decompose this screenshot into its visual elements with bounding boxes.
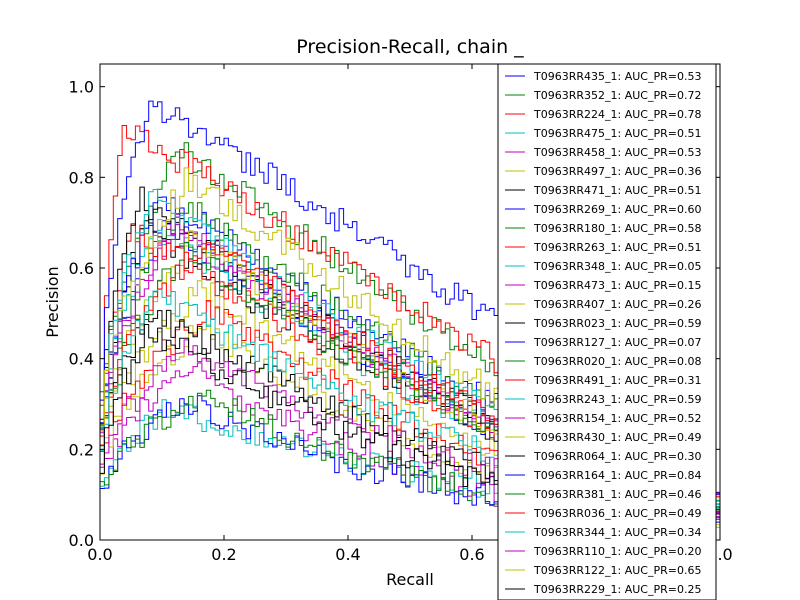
legend-entry: T0963RR471_1: AUC_PR=0.51 — [533, 184, 701, 197]
legend-entry: T0963RR435_1: AUC_PR=0.53 — [533, 70, 701, 83]
legend-entry: T0963RR491_1: AUC_PR=0.31 — [533, 374, 701, 387]
legend: T0963RR435_1: AUC_PR=0.53 T0963RR352_1: A… — [497, 63, 717, 600]
y-axis-label: Precision — [43, 266, 62, 337]
legend-entry: T0963RR154_1: AUC_PR=0.52 — [533, 412, 701, 425]
legend-entry: T0963RR352_1: AUC_PR=0.72 — [533, 89, 701, 102]
x-tick-label: 0.6 — [459, 545, 484, 564]
legend-entry: T0963RR127_1: AUC_PR=0.07 — [533, 336, 701, 349]
x-tick-label: 0.4 — [335, 545, 360, 564]
plot-frame — [99, 63, 721, 541]
x-tick-label: 0.0 — [87, 545, 112, 564]
legend-entry: T0963RR497_1: AUC_PR=0.36 — [533, 165, 701, 178]
legend-entry: T0963RR020_1: AUC_PR=0.08 — [533, 355, 701, 368]
legend-entry: T0963RR243_1: AUC_PR=0.59 — [533, 393, 701, 406]
y-tick-label: 0.4 — [69, 350, 94, 369]
legend-entry: T0963RR348_1: AUC_PR=0.05 — [533, 260, 701, 273]
legend-entry: T0963RR122_1: AUC_PR=0.65 — [533, 564, 701, 577]
y-tick-label: 1.0 — [69, 78, 94, 97]
legend-entry: T0963RR229_1: AUC_PR=0.25 — [533, 583, 701, 596]
legend-entry: T0963RR458_1: AUC_PR=0.53 — [533, 146, 701, 159]
x-axis-label: Recall — [386, 570, 434, 589]
legend-entry: T0963RR023_1: AUC_PR=0.59 — [533, 317, 701, 330]
chart-title: Precision-Recall, chain _ — [296, 36, 524, 58]
legend-box — [497, 63, 717, 600]
y-tick-label: 0.2 — [69, 440, 94, 459]
legend-entry: T0963RR224_1: AUC_PR=0.78 — [533, 108, 701, 121]
y-tick-label: 0.6 — [69, 259, 94, 278]
x-tick-label: 0.2 — [211, 545, 236, 564]
y-tick-label: 0.8 — [69, 168, 94, 187]
legend-entry: T0963RR263_1: AUC_PR=0.51 — [533, 241, 701, 254]
legend-entry: T0963RR475_1: AUC_PR=0.51 — [533, 127, 701, 140]
legend-entry: T0963RR344_1: AUC_PR=0.34 — [533, 526, 701, 539]
legend-entry: T0963RR407_1: AUC_PR=0.26 — [533, 298, 701, 311]
legend-entry: T0963RR064_1: AUC_PR=0.30 — [533, 450, 701, 463]
legend-entry: T0963RR110_1: AUC_PR=0.20 — [533, 545, 701, 558]
y-tick-label: 0.0 — [69, 531, 94, 550]
legend-entry: T0963RR430_1: AUC_PR=0.49 — [533, 431, 701, 444]
legend-entry: T0963RR381_1: AUC_PR=0.46 — [533, 488, 701, 501]
legend-entry: T0963RR036_1: AUC_PR=0.49 — [533, 507, 701, 520]
legend-entry: T0963RR269_1: AUC_PR=0.60 — [533, 203, 701, 216]
legend-entry: T0963RR164_1: AUC_PR=0.84 — [533, 469, 701, 482]
legend-entry: T0963RR180_1: AUC_PR=0.58 — [533, 222, 701, 235]
legend-entry: T0963RR473_1: AUC_PR=0.15 — [533, 279, 701, 292]
